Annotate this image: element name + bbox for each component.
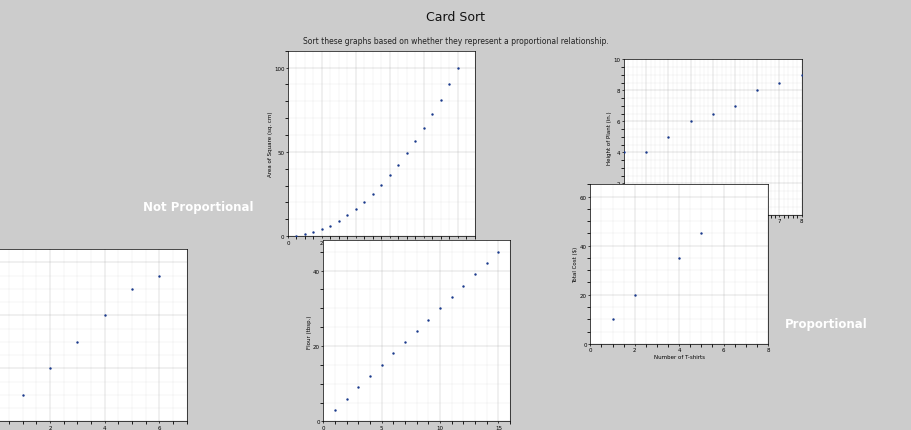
Point <box>445 294 459 301</box>
Point <box>374 182 389 189</box>
Point <box>605 316 619 323</box>
Point <box>340 396 354 402</box>
Text: Sort these graphs based on whether they represent a proportional relationship.: Sort these graphs based on whether they … <box>302 37 609 46</box>
Y-axis label: Total Cost ($): Total Cost ($) <box>573 246 578 283</box>
Point <box>706 111 721 118</box>
Point <box>491 249 506 255</box>
Point <box>794 72 809 79</box>
Point <box>398 339 413 346</box>
Point <box>468 271 483 278</box>
Point <box>671 255 687 262</box>
Point <box>349 206 363 213</box>
Point <box>97 312 112 319</box>
Point <box>425 112 439 119</box>
X-axis label: Side Length of Square (cm): Side Length of Square (cm) <box>343 246 419 251</box>
Point <box>365 191 380 198</box>
X-axis label: Time (days): Time (days) <box>697 225 729 230</box>
Point <box>374 362 389 369</box>
Point <box>289 233 303 240</box>
Point <box>409 328 424 335</box>
Point <box>15 391 30 398</box>
Point <box>125 286 139 292</box>
Y-axis label: Area of Square (sq. cm): Area of Square (sq. cm) <box>268 111 272 177</box>
Point <box>728 103 742 110</box>
X-axis label: Number of T-shirts: Number of T-shirts <box>654 354 704 359</box>
Point <box>340 212 354 219</box>
Point <box>152 273 167 280</box>
Point <box>332 218 346 225</box>
Point <box>661 134 676 141</box>
Point <box>750 88 764 95</box>
Point <box>298 231 312 238</box>
Point <box>363 373 377 380</box>
Point <box>421 316 435 323</box>
Text: Not Proportional: Not Proportional <box>143 201 253 214</box>
Point <box>433 305 447 312</box>
Point <box>328 407 343 414</box>
Point <box>383 172 397 179</box>
Point <box>351 384 365 391</box>
Point <box>70 338 85 345</box>
Point <box>683 119 698 126</box>
Point <box>416 126 431 132</box>
Point <box>456 283 471 289</box>
Point <box>408 138 423 145</box>
Point <box>314 226 329 233</box>
Point <box>773 80 787 87</box>
Point <box>479 260 494 267</box>
Point <box>43 365 57 372</box>
Point <box>694 230 709 237</box>
Point <box>450 65 465 72</box>
Text: Card Sort: Card Sort <box>426 11 485 24</box>
Point <box>323 223 338 230</box>
Point <box>357 199 372 206</box>
Point <box>639 150 653 157</box>
Point <box>434 97 448 104</box>
Y-axis label: Flour (tbsp.): Flour (tbsp.) <box>306 314 312 348</box>
Point <box>442 81 456 88</box>
Point <box>399 150 414 157</box>
Point <box>386 350 401 357</box>
Y-axis label: Height of Plant (in.): Height of Plant (in.) <box>607 111 612 164</box>
Point <box>391 162 405 169</box>
Text: Proportional: Proportional <box>785 317 868 330</box>
Point <box>628 292 642 298</box>
Point <box>306 229 321 236</box>
Point <box>617 150 631 157</box>
